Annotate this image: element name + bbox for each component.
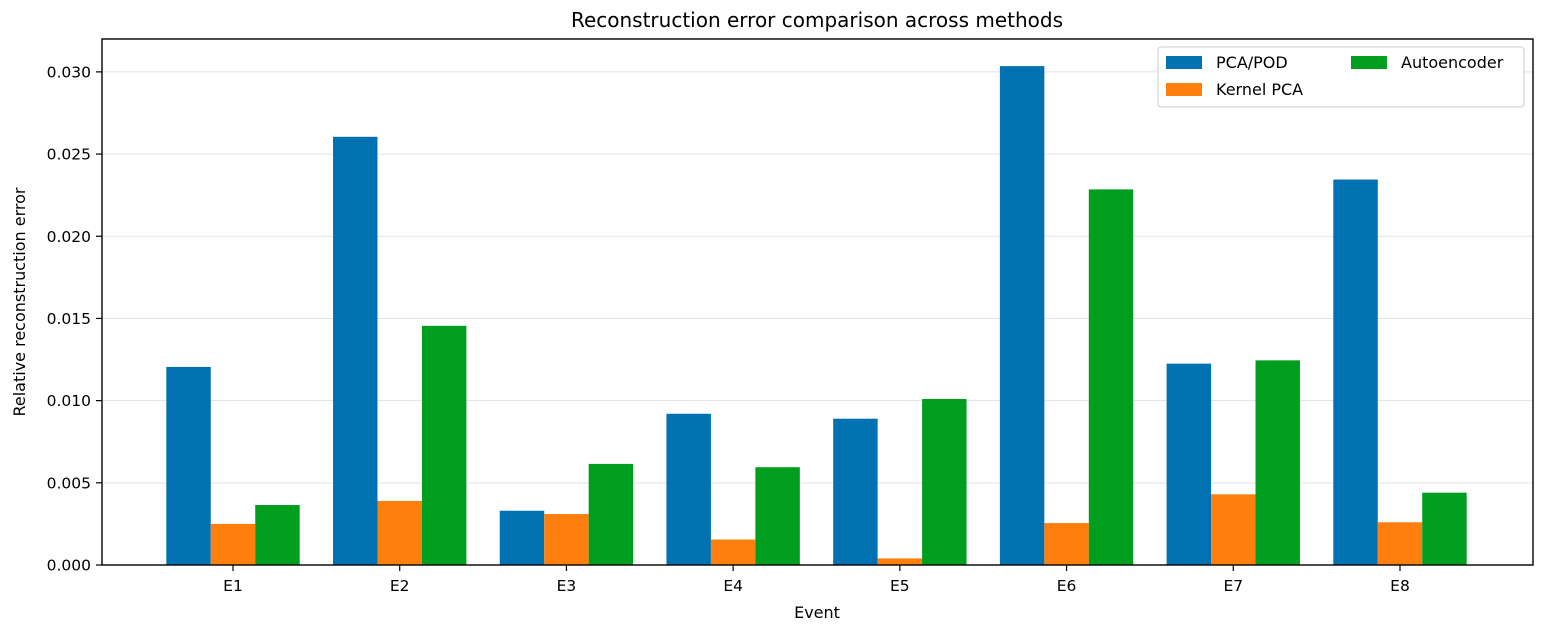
bars <box>166 66 1467 565</box>
x-axis: E1 E2 E3 E4 E5 E6 E7 E8 <box>223 565 1410 595</box>
bar-autoencoder-e5 <box>922 398 967 565</box>
x-tick-label: E1 <box>223 577 243 595</box>
legend-label: Autoencoder <box>1401 53 1504 72</box>
plot-frame <box>101 38 1534 566</box>
bar-autoencoder-e1 <box>255 505 300 565</box>
bar-pca-pod-e3 <box>499 510 545 565</box>
bar-autoencoder-e7 <box>1255 360 1300 565</box>
bar-pca-pod-e2 <box>333 136 378 565</box>
bar-pca-pod-e6 <box>999 66 1045 565</box>
bar-kernel-pca-e3 <box>544 514 589 565</box>
bar-kernel-pca-e1 <box>210 523 256 565</box>
y-tick-label: 0.020 <box>47 228 91 246</box>
x-tick-label: E2 <box>390 577 410 595</box>
bar-kernel-pca-e7 <box>1211 494 1256 565</box>
bar-kernel-pca-e2 <box>377 500 422 565</box>
x-tick-label: E5 <box>890 577 910 595</box>
chart-title: Reconstruction error comparison across m… <box>571 8 1063 32</box>
bar-autoencoder-e4 <box>755 467 800 565</box>
bar-pca-pod-e4 <box>666 413 711 565</box>
grid-lines <box>102 71 1533 484</box>
x-tick-label: E3 <box>557 577 577 595</box>
legend-label: PCA/POD <box>1216 53 1288 72</box>
x-tick-label: E8 <box>1390 577 1410 595</box>
legend: PCA/POD Kernel PCA Autoencoder <box>1157 46 1525 108</box>
y-tick-label: 0.000 <box>47 557 91 575</box>
y-axis-label: Relative reconstruction error <box>10 187 29 416</box>
x-tick-label: E7 <box>1223 577 1243 595</box>
y-tick-label: 0.010 <box>47 392 91 410</box>
bar-pca-pod-e8 <box>1333 179 1378 565</box>
y-tick-label: 0.015 <box>47 310 91 328</box>
legend-swatch <box>1351 56 1387 69</box>
y-tick-label: 0.005 <box>47 474 91 492</box>
y-tick-label: 0.030 <box>47 63 91 81</box>
x-tick-label: E4 <box>723 577 743 595</box>
legend-swatch <box>1166 56 1202 69</box>
bar-pca-pod-e1 <box>166 366 211 565</box>
bar-pca-pod-e7 <box>1166 363 1212 565</box>
y-axis: 0.000 0.005 0.010 0.015 0.020 0.025 0.030 <box>47 63 102 575</box>
bar-kernel-pca-e4 <box>710 539 756 565</box>
bar-kernel-pca-e6 <box>1044 523 1089 565</box>
x-axis-label: Event <box>794 603 840 622</box>
bar-pca-pod-e5 <box>833 418 878 565</box>
x-tick-label: E6 <box>1057 577 1077 595</box>
bar-autoencoder-e3 <box>588 463 634 565</box>
legend-label: Kernel PCA <box>1216 80 1303 99</box>
y-tick-label: 0.025 <box>47 146 91 164</box>
bar-kernel-pca-e8 <box>1377 522 1423 565</box>
legend-swatch <box>1166 83 1202 96</box>
legend-box <box>1157 46 1525 108</box>
bar-autoencoder-e6 <box>1088 189 1134 565</box>
bar-kernel-pca-e5 <box>877 558 923 565</box>
bar-autoencoder-e8 <box>1422 492 1467 565</box>
bar-autoencoder-e2 <box>421 325 467 565</box>
